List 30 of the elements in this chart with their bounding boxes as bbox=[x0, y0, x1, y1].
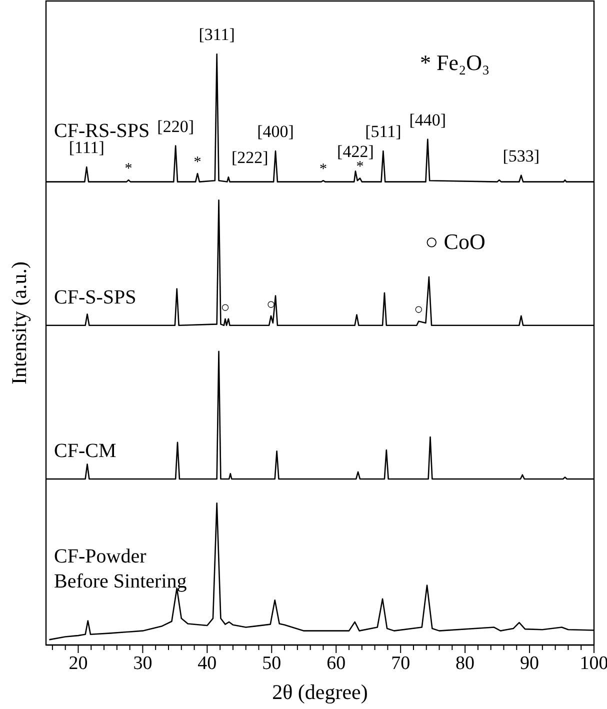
annotation: [533] bbox=[502, 146, 540, 166]
annotation: ○ bbox=[414, 302, 424, 318]
x-tick-label: 80 bbox=[456, 652, 475, 674]
series-label: CF-S-SPS bbox=[54, 286, 136, 308]
annotation: [222] bbox=[231, 148, 268, 168]
annotation: [220] bbox=[157, 116, 194, 136]
x-tick-label: 90 bbox=[520, 652, 540, 674]
annotation: [440] bbox=[409, 110, 446, 130]
annotation: * bbox=[124, 161, 132, 178]
annotation: [400] bbox=[257, 122, 294, 142]
x-tick-label: 50 bbox=[262, 652, 282, 674]
annotation: [311] bbox=[198, 25, 235, 44]
x-tick-label: 40 bbox=[198, 652, 217, 674]
x-tick-label: 20 bbox=[68, 652, 88, 674]
x-tick-label: 30 bbox=[133, 652, 152, 674]
annotation: [422] bbox=[337, 142, 374, 162]
x-axis-title: 2θ (degree) bbox=[272, 680, 368, 704]
y-axis-title: Intensity (a.u.) bbox=[7, 261, 31, 385]
annotation: ○ bbox=[266, 296, 276, 313]
series-label: CF-CM bbox=[54, 440, 116, 462]
x-tick-label: 60 bbox=[326, 652, 346, 674]
x-tick-label: 70 bbox=[391, 652, 410, 674]
annotation: ○ CoO bbox=[425, 229, 486, 254]
annotation: * Fe₂O₃ bbox=[420, 50, 490, 75]
annotation: * bbox=[319, 162, 327, 178]
series-label: CF-Powder Before Sintering bbox=[54, 546, 187, 593]
annotation: ○ bbox=[220, 300, 230, 316]
annotation: [511] bbox=[365, 122, 402, 142]
annotation: * bbox=[194, 154, 202, 171]
annotation: * bbox=[356, 159, 364, 176]
